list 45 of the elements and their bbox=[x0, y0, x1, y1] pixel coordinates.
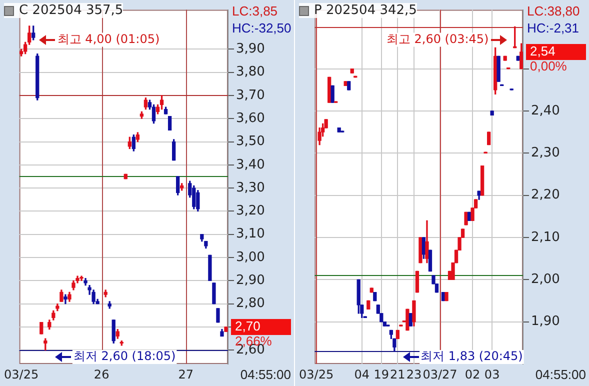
text: 04:55:00 bbox=[240, 367, 291, 382]
x-tick-label: 03/27 bbox=[422, 367, 458, 382]
x-tick-label: 03/25 bbox=[4, 367, 39, 382]
text: 2,70 bbox=[235, 318, 260, 334]
text: LC:38,80 bbox=[527, 4, 580, 19]
x-tick-label: 26 bbox=[94, 367, 110, 382]
y-tick-label: 3,80 bbox=[236, 64, 265, 80]
y-tick-label: 2,20 bbox=[531, 188, 560, 203]
x-tick-label: 02 bbox=[464, 367, 480, 382]
annotation: 최고 2,60 (03:45) bbox=[386, 32, 489, 46]
text: HC:-2,31 bbox=[527, 20, 580, 36]
x-tick-label: 21 bbox=[390, 367, 406, 382]
text: 0,00% bbox=[530, 58, 568, 74]
y-tick-label: 3,40 bbox=[236, 157, 265, 172]
x-tick-label: 27 bbox=[178, 367, 194, 382]
annotation: 최저 1,83 (20:45) bbox=[420, 349, 523, 364]
chart-title: C 202504 357,5 bbox=[19, 3, 124, 18]
x-tick-label: 23 bbox=[406, 367, 422, 382]
y-tick-label: 2,80 bbox=[236, 296, 265, 312]
annotation: 최저 2,60 (18:05) bbox=[73, 349, 176, 364]
y-tick-label: 1,90 bbox=[531, 314, 560, 330]
text: HC:-32,50 bbox=[232, 20, 292, 36]
annotation: 최고 4,00 (01:05) bbox=[57, 32, 160, 46]
y-tick-label: 3,20 bbox=[236, 204, 265, 219]
x-tick-label: 03 bbox=[484, 367, 500, 382]
y-tick-label: 3,70 bbox=[236, 88, 265, 103]
text: 04:55:00 bbox=[535, 367, 586, 382]
y-tick-label: 3,10 bbox=[236, 226, 265, 242]
y-tick-label: 2,90 bbox=[236, 273, 265, 288]
y-tick-label: 2,10 bbox=[531, 230, 560, 245]
y-tick-label: 3,60 bbox=[236, 110, 265, 126]
y-tick-label: 2,40 bbox=[531, 103, 560, 118]
chart-title: P 202504 342,5 bbox=[314, 3, 417, 18]
y-tick-label: 3,50 bbox=[236, 134, 265, 150]
x-tick-label: 19 bbox=[374, 367, 390, 382]
y-tick-label: 2,00 bbox=[531, 272, 560, 288]
y-tick-label: 3,00 bbox=[236, 250, 265, 265]
candlestick bbox=[80, 276, 84, 281]
x-tick-label: 04 bbox=[354, 367, 370, 382]
text: LC:3,85 bbox=[232, 4, 278, 19]
y-tick-label: 2,30 bbox=[531, 146, 560, 161]
text: 2,54 bbox=[530, 44, 556, 59]
y-tick-label: 3,90 bbox=[236, 42, 265, 57]
x-tick-label: 03/25 bbox=[299, 367, 334, 382]
y-tick-label: 3,30 bbox=[236, 180, 265, 196]
